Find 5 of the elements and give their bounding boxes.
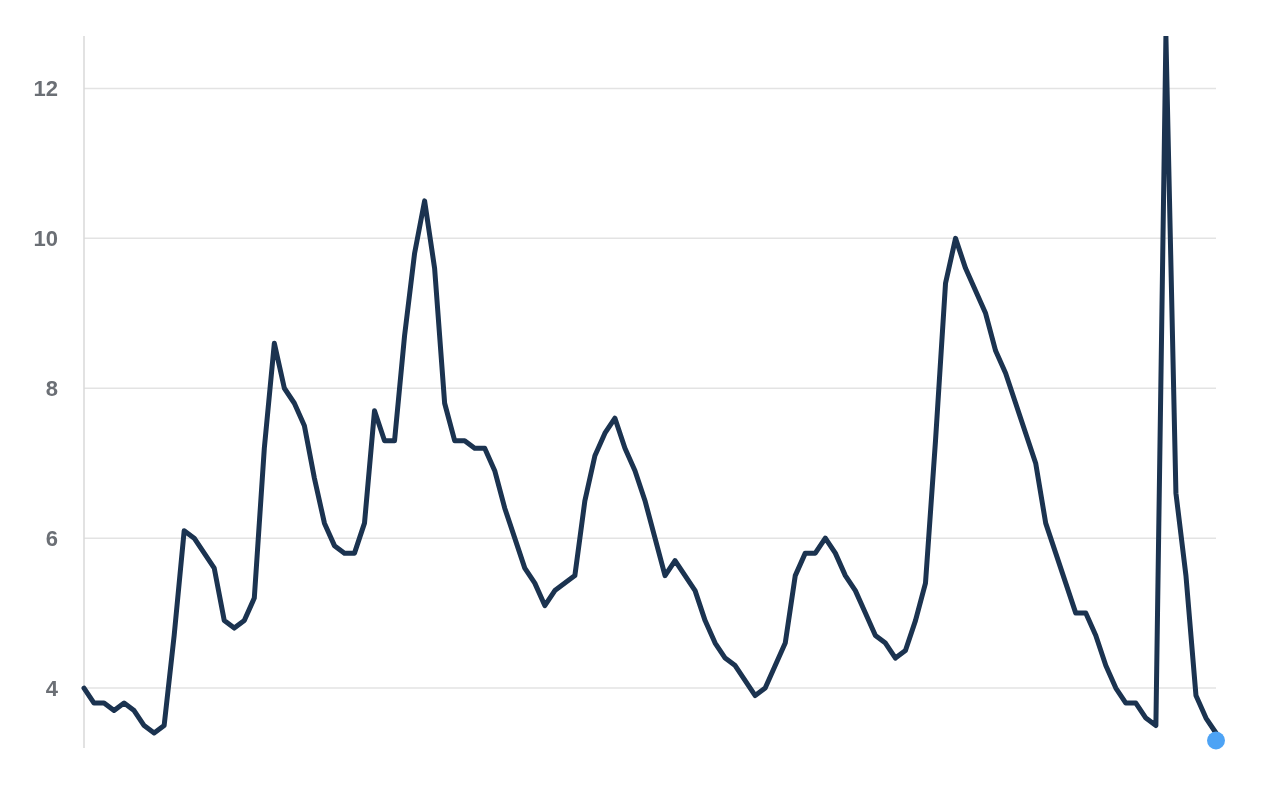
- y-tick-label: 6: [45, 525, 58, 551]
- y-tick-label: 4: [45, 675, 59, 701]
- y-tick-label: 10: [33, 226, 58, 252]
- y-tick-label: 8: [45, 375, 58, 401]
- y-tick-label: 12: [33, 76, 58, 102]
